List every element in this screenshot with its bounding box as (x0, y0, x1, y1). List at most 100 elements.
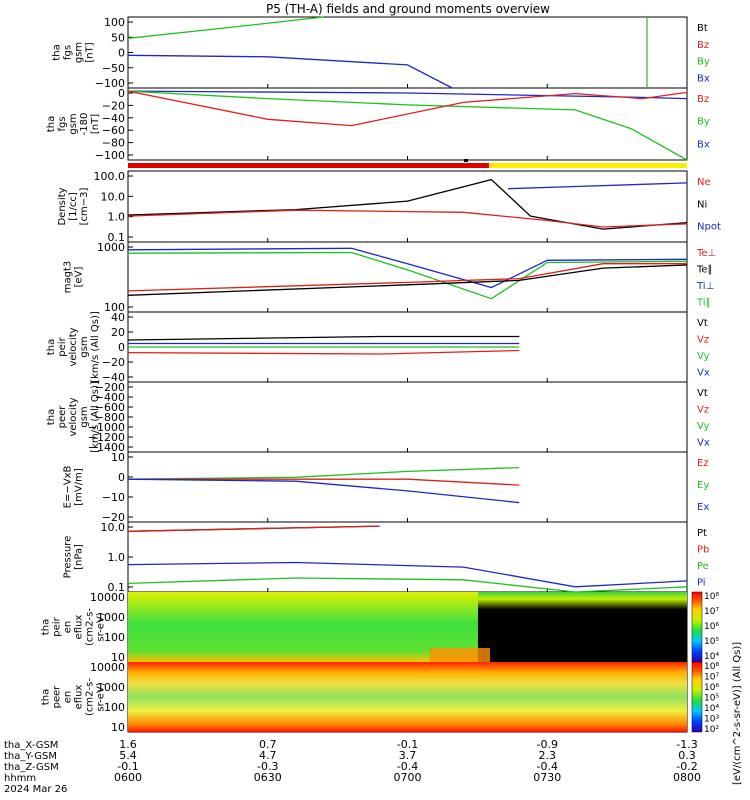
y-tick-label: −80 (102, 137, 125, 150)
panel-8: 10.0 1.0 0.1 Pressure [nPa] Pt Pb Pe Pi (63, 521, 710, 594)
y-axis-label: en (63, 621, 74, 634)
y-axis-label: (cm2-s- (85, 608, 96, 646)
series-By (127, 16, 324, 39)
legend-By: By (697, 117, 710, 128)
x-tick-label: 1.6 (119, 738, 137, 751)
y-axis-label: velocity (68, 327, 79, 366)
y-axis-label: [eV] (74, 267, 85, 288)
x-axis-row-label: tha_Y-GSM (4, 751, 57, 762)
y-tick-label: 1.0 (108, 551, 126, 564)
y-tick-label: 0 (118, 471, 125, 484)
x-tick-label: -1.3 (676, 738, 697, 751)
y-tick-label: 1000 (97, 611, 125, 624)
ion-spec-left (128, 592, 478, 662)
y-axis-label: peir (57, 336, 68, 356)
y-axis-label: (cm2-s- (85, 678, 96, 716)
colorbar-tick-label: 10⁴ (704, 652, 719, 662)
y-tick-label: 0 (118, 341, 125, 354)
x-axis-row-label: hhmm (4, 773, 36, 784)
legend-Bz: Bz (697, 40, 709, 51)
y-axis-label: [1/cc] (68, 192, 79, 221)
x-tick-label: -0.1 (397, 738, 418, 751)
legend-Pe: Pe (697, 561, 709, 572)
panel-frame (127, 521, 688, 593)
y-tick-label: −800 (95, 411, 125, 424)
y-tick-label: −20 (102, 99, 125, 112)
y-axis-label: Pressure (63, 536, 74, 579)
series-Ne (127, 209, 688, 228)
x-tick-label: 4.7 (259, 749, 277, 762)
y-tick-label: −40 (102, 371, 125, 384)
panel-frame (127, 451, 688, 523)
y-axis-label: [nPa] (74, 544, 85, 570)
y-tick-label: −50 (102, 62, 125, 75)
series-Ey (127, 466, 520, 480)
orbit-bar-yellow (489, 163, 687, 168)
legend-Vt: Vt (697, 318, 708, 329)
legend-Pt: Pt (697, 528, 707, 539)
x-tick-label: -0.4 (537, 760, 558, 773)
series-Pb (127, 525, 380, 532)
series-Npot (508, 182, 688, 190)
y-tick-label: 10 (111, 651, 125, 664)
y-axis-label: gsm (79, 336, 90, 357)
series-Ex (127, 478, 520, 504)
series-Ti⊥ (127, 247, 688, 289)
y-tick-label: −10 (102, 491, 125, 504)
y-axis-label: tha (46, 116, 57, 132)
y-axis-label: sr-eV) (96, 682, 107, 711)
y-axis-label: [nT] (90, 114, 101, 134)
x-tick-label: 0.7 (259, 738, 277, 751)
y-tick-label: 50 (111, 31, 125, 44)
colorbar-tick-label: 10⁷ (704, 607, 719, 617)
panel-frame (127, 170, 688, 243)
colorbar-label: [eV/(cm^2-s-sr-eV)] (All Qs)] (732, 642, 743, 785)
legend-Npot: Npot (697, 222, 721, 233)
electron-spectrogram (128, 662, 687, 732)
panel-4: 1000 100 magt3 [eV] Te⊥ Te∥ Ti⊥ Ti∥ (63, 241, 717, 314)
y-axis-label: tha (52, 44, 63, 60)
colorbar-tick-label: 10⁸ (704, 662, 719, 672)
electron-spec (128, 662, 687, 732)
y-axis-label: [km/s (All Qs)] (90, 311, 101, 383)
chart-title: P5 (TH-A) fields and ground moments over… (266, 2, 550, 16)
y-tick-label: 1.0 (108, 211, 126, 224)
x-tick-label: -0.2 (676, 760, 697, 773)
y-tick-label: 10000 (90, 591, 125, 604)
y-axis-label: tha (41, 619, 52, 635)
colorbar-tick-label: 10⁶ (704, 683, 719, 693)
x-tick-label: 0730 (533, 771, 561, 784)
y-tick-label: −100 (95, 77, 125, 90)
colorbar-tick-label: 10⁸ (704, 592, 719, 602)
panel-1: 100 50 0 −50 −100 tha fgs gsm [nT] Bt Bz By Bx (52, 16, 710, 90)
legend-Ne: Ne (697, 177, 711, 188)
legend-Vx: Vx (697, 368, 710, 379)
y-tick-label: 100 (104, 701, 125, 714)
y-axis-label: sr-eV) (96, 612, 107, 641)
panel-frame (127, 87, 688, 161)
legend-Ti⊥: Ti⊥ (696, 281, 714, 292)
colorbar-top (691, 591, 703, 663)
y-axis-label: -180 (79, 113, 90, 136)
y-axis-label: peir (52, 616, 63, 636)
legend-Ey: Ey (697, 480, 709, 491)
x-tick-label: 0800 (673, 771, 701, 784)
y-tick-label: −1000 (88, 421, 125, 434)
y-tick-label: 100 (104, 631, 125, 644)
colorbar-tick-label: 10⁵ (704, 694, 719, 704)
y-axis-label: peer (57, 405, 68, 429)
legend-Pi: Pi (697, 578, 706, 589)
y-tick-label: 100 (104, 301, 125, 314)
legend-Vz: Vz (697, 335, 709, 346)
legend-Vx: Vx (697, 438, 710, 449)
series-Ni (127, 178, 688, 230)
y-axis-label: tha (46, 409, 57, 425)
y-axis-label: eflux (74, 685, 85, 710)
legend-Vy: Vy (697, 421, 710, 432)
x-tick-label: 2.3 (539, 749, 557, 762)
orbit-bar (128, 159, 687, 168)
y-axis-label: [km/s (All Qs)] (90, 381, 101, 453)
x-tick-label: 0630 (254, 771, 282, 784)
x-tick-label: 0700 (394, 771, 422, 784)
